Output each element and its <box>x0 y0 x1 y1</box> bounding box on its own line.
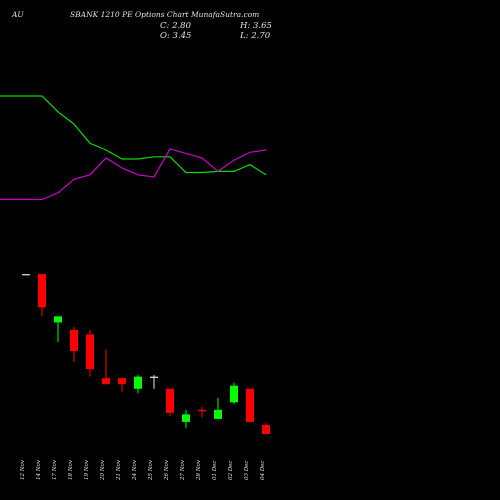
x-tick-label: 02 Dec <box>228 461 234 481</box>
candle-body <box>150 376 158 378</box>
candle-body <box>102 378 110 385</box>
candle-body <box>182 414 190 422</box>
x-tick-label: 27 Nov <box>180 459 186 481</box>
high-label: H: 3.65 <box>240 21 272 31</box>
x-tick-label: 04 Dec <box>260 461 266 481</box>
x-tick-label: 28 Nov <box>196 459 202 481</box>
candle-body <box>230 385 238 403</box>
candle-body <box>262 424 270 434</box>
low-label: L: 2.70 <box>240 31 271 41</box>
candle-body <box>214 409 222 419</box>
x-tick-label: 26 Nov <box>164 459 170 481</box>
symbol-label: AU <box>12 10 24 19</box>
x-tick-label: 20 Nov <box>100 459 106 481</box>
overlay-line-2 <box>0 148 267 201</box>
x-tick-label: 17 Nov <box>52 459 58 480</box>
x-tick-label: 24 Nov <box>132 459 138 481</box>
candle-body <box>22 274 30 276</box>
x-tick-label: 25 Nov <box>148 459 154 481</box>
candle-body <box>38 274 46 308</box>
x-tick-label: 14 Nov <box>36 459 42 480</box>
candle-body <box>86 334 94 370</box>
candle-body <box>70 329 78 352</box>
x-tick-label: 03 Dec <box>244 461 250 481</box>
close-label: C: 2.80 <box>160 21 191 31</box>
candle-body <box>198 409 206 412</box>
x-tick-label: 21 Nov <box>116 459 122 481</box>
x-tick-label: 01 Dec <box>212 461 218 481</box>
x-tick-label: 19 Nov <box>84 459 90 480</box>
x-tick-label: 12 Nov <box>20 459 26 480</box>
overlay-line-1 <box>0 95 267 176</box>
chart-title: SBANK 1210 PE Options Chart MunafaSutra.… <box>70 10 260 19</box>
candle-body <box>134 376 142 389</box>
candle-body <box>166 388 174 413</box>
candle-body <box>54 316 62 323</box>
candle-body <box>118 378 126 385</box>
candle-body <box>246 388 254 422</box>
x-tick-label: 18 Nov <box>68 459 74 480</box>
open-label: O: 3.45 <box>160 31 192 41</box>
